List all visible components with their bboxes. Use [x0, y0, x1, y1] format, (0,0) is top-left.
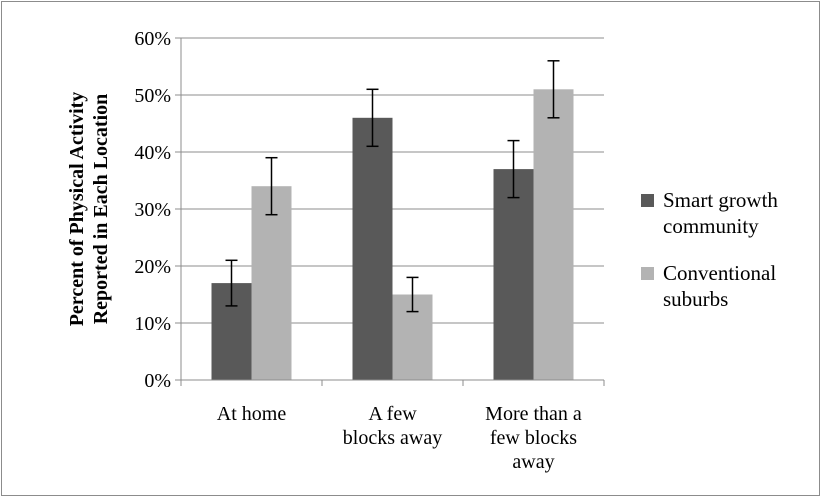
axes	[175, 37, 605, 386]
bar	[493, 169, 534, 380]
y-axis-label: Percent of Physical Activity Reported in …	[66, 92, 112, 327]
error-bars	[225, 60, 560, 313]
y-tick-label: 0%	[144, 370, 171, 392]
y-tick-label: 10%	[134, 313, 171, 335]
y-tick-label: 40%	[134, 142, 171, 164]
y-tick-label: 20%	[134, 256, 171, 278]
bar	[352, 117, 393, 381]
bars	[211, 89, 574, 381]
legend-swatch	[641, 194, 654, 207]
legend-swatch	[641, 267, 654, 280]
y-tick-labels: 0% 10% 20% 30% 40% 50% 60%	[134, 28, 171, 392]
legend-label: Smart growth community	[663, 188, 778, 238]
x-tick-label: At home	[217, 403, 287, 425]
x-tick-label: More than a few blocks away	[485, 403, 582, 473]
y-tick-label: 30%	[134, 199, 171, 221]
x-tick-labels: At home A few blocks away More than a few bl…	[217, 403, 582, 473]
legend: Smart growth community Conventional suburbs	[641, 188, 778, 311]
bar	[251, 186, 292, 380]
y-tick-label: 50%	[134, 85, 171, 107]
bar	[533, 89, 574, 381]
legend-label: Conventional suburbs	[663, 261, 776, 311]
y-axis-title: Percent of Physical Activity Reported in …	[66, 92, 112, 327]
x-tick-label: A few blocks away	[343, 403, 442, 449]
y-tick-label: 60%	[134, 28, 171, 50]
